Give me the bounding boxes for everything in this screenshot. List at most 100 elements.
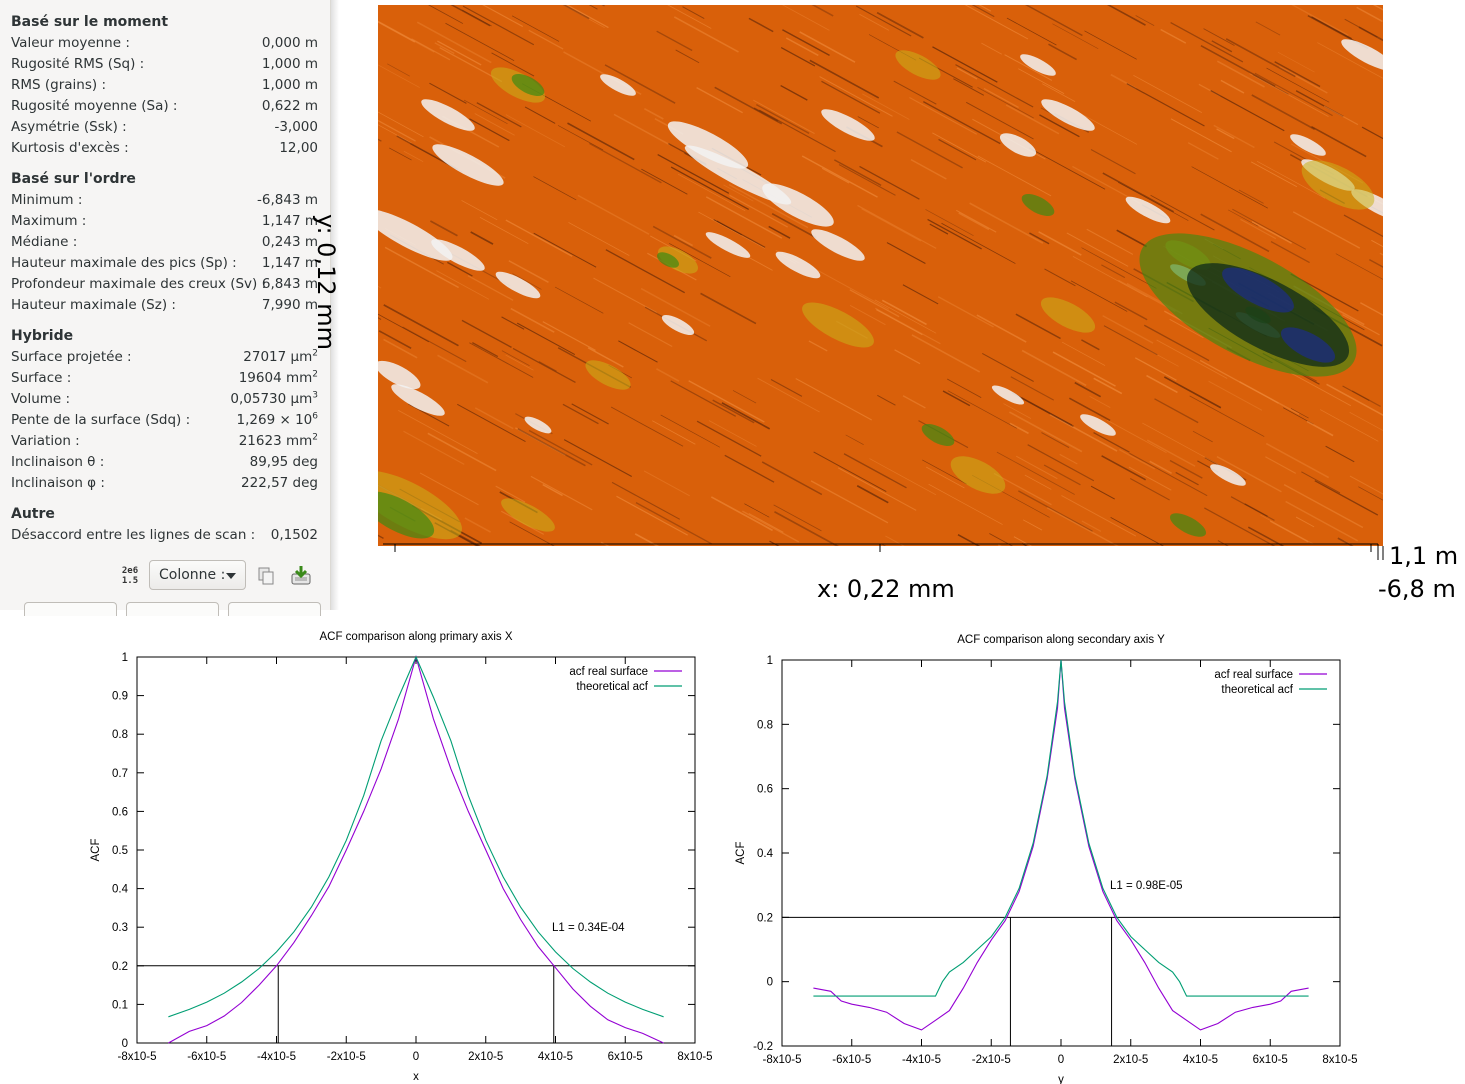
surface-streak xyxy=(652,225,712,259)
surface-streak xyxy=(618,340,658,363)
x-tick-label: -2x10-5 xyxy=(972,1054,1011,1066)
surface-3d-view[interactable] xyxy=(378,5,1383,546)
surface-streak xyxy=(437,40,482,66)
surface-streak xyxy=(1283,483,1364,529)
stat-value: 19604 mm2 xyxy=(239,370,318,386)
save-icon[interactable] xyxy=(291,565,311,585)
surface-streak xyxy=(427,432,497,472)
surface-streak xyxy=(641,168,688,195)
surface-streak xyxy=(969,202,1044,244)
surface-streak xyxy=(634,533,660,546)
surface-streak xyxy=(416,21,492,64)
surface-streak xyxy=(1126,83,1205,127)
stat-row-asymetrie-ssk: Asymétrie (Ssk) : -3,000 xyxy=(11,119,318,140)
surface-streak xyxy=(1216,456,1282,493)
surface-streak xyxy=(447,261,473,277)
copy-icon[interactable] xyxy=(258,567,274,585)
surface-streak xyxy=(728,184,809,229)
surface-white-patch xyxy=(762,183,834,227)
number-format-icon[interactable]: 2e6 1.5 xyxy=(118,566,142,588)
surface-streak xyxy=(1072,256,1148,298)
section-heading-autre: Autre xyxy=(11,506,55,522)
surface-streak xyxy=(942,390,971,407)
surface-streak xyxy=(849,289,900,318)
panel-shadow xyxy=(331,0,339,610)
bottom-button-1[interactable] xyxy=(24,602,117,616)
surface-streak xyxy=(1146,374,1178,394)
y-tick-label: 0.4 xyxy=(757,848,774,860)
surface-streak xyxy=(445,22,515,62)
surface-streak xyxy=(673,234,694,247)
surface-streak xyxy=(886,242,926,265)
surface-streak xyxy=(1250,161,1298,188)
series-line-theoretical-acf xyxy=(813,659,1309,997)
surface-streak xyxy=(1306,420,1334,437)
surface-streak xyxy=(450,529,481,546)
y-tick-label: 0.7 xyxy=(112,768,128,780)
surface-streak xyxy=(398,410,478,454)
stat-row-maximum: Maximum : 1,147 m xyxy=(11,213,318,234)
x-tick-label: 4x10-5 xyxy=(1183,1054,1218,1066)
stat-value-text: 0,000 m xyxy=(261,35,318,51)
surface-streak xyxy=(1265,456,1297,474)
surface-streak xyxy=(1103,325,1158,356)
surface-streak xyxy=(757,377,820,413)
surface-streak xyxy=(673,16,739,53)
mode-select[interactable]: Colonne : xyxy=(149,560,246,590)
surface-streak xyxy=(893,80,937,105)
surface-streak xyxy=(429,220,458,237)
legend-label: acf real surface xyxy=(569,666,648,678)
surface-streak xyxy=(1200,213,1270,253)
surface-streak xyxy=(874,299,937,334)
y-tick-label: 0 xyxy=(122,1038,128,1050)
surface-streak xyxy=(669,243,731,277)
surface-streak xyxy=(696,87,743,114)
surface-streak xyxy=(753,99,815,134)
x-tick-label: 0 xyxy=(413,1051,419,1063)
stat-value: 0,622 m xyxy=(262,98,318,114)
surface-green-patch xyxy=(1169,513,1207,537)
surface-streak xyxy=(378,317,382,320)
surface-streak xyxy=(517,428,586,467)
x-tick-label: 6x10-5 xyxy=(608,1051,643,1063)
surface-streak xyxy=(554,286,604,314)
surface-streak xyxy=(1170,118,1232,153)
surface-depression-blue xyxy=(1280,327,1336,363)
surface-streak xyxy=(528,429,593,466)
stat-label: Surface projetée : xyxy=(11,349,132,365)
series-line-acf-real-surface xyxy=(168,654,664,1044)
surface-streak xyxy=(721,402,771,430)
stat-value-text: 1,147 m xyxy=(261,255,318,271)
surface-streak xyxy=(1256,160,1326,199)
surface-streak xyxy=(571,403,609,425)
surface-streak xyxy=(1199,359,1279,404)
series-line-theoretical-acf xyxy=(168,655,664,1018)
surface-streak xyxy=(510,307,555,333)
stat-value: 1,000 m xyxy=(262,56,318,72)
bottom-button-3[interactable] xyxy=(228,602,321,616)
surface-streak xyxy=(1024,474,1052,490)
surface-streak xyxy=(1320,409,1379,442)
plot-frame xyxy=(781,659,1341,1047)
surface-streak xyxy=(557,125,604,151)
surface-streak xyxy=(982,352,1034,382)
bottom-button-2[interactable] xyxy=(126,602,219,616)
surface-green-patch xyxy=(921,423,955,447)
surface-streak xyxy=(808,340,828,352)
series-line-acf-real-surface xyxy=(813,659,1309,1031)
surface-streak xyxy=(902,395,926,409)
stat-label: Inclinaison θ : xyxy=(11,454,105,470)
surface-streak xyxy=(1070,280,1128,312)
surface-streak xyxy=(700,292,757,325)
surface-streak xyxy=(1106,419,1167,453)
stat-value-text: 7,990 m xyxy=(261,297,318,313)
surface-streak xyxy=(589,142,662,184)
x-tick-label: 2x10-5 xyxy=(468,1051,503,1063)
stat-row-inclinaison: Inclinaison φ : 222,57 deg xyxy=(11,475,318,496)
surface-streak xyxy=(1110,517,1164,546)
surface-streak xyxy=(1232,208,1307,250)
surface-streak xyxy=(1247,526,1285,546)
surface-streak xyxy=(795,378,872,421)
surface-streak xyxy=(562,5,590,20)
surface-streak xyxy=(1116,229,1147,248)
